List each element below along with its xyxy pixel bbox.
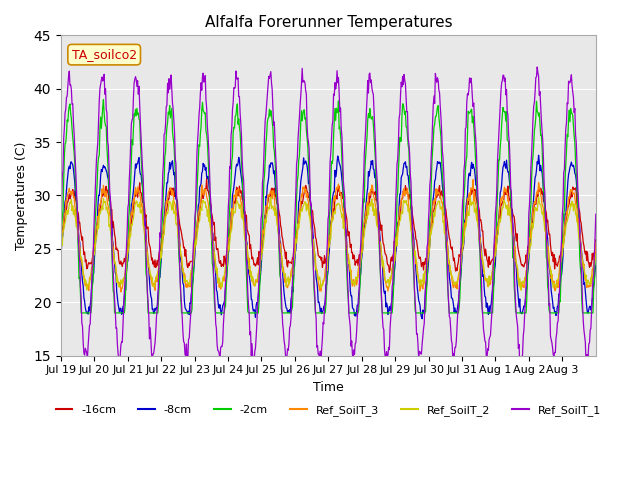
Ref_SoilT_1 bbox=[383, 353, 391, 359]
Ref_SoilT_3 bbox=[592, 240, 600, 245]
-16cm bbox=[592, 237, 600, 243]
-2cm bbox=[100, 97, 108, 103]
Line: Ref_SoilT_2: Ref_SoilT_2 bbox=[61, 196, 596, 290]
-8cm bbox=[413, 285, 421, 290]
Ref_SoilT_1 bbox=[413, 331, 421, 336]
Ref_SoilT_3 bbox=[384, 288, 392, 294]
-8cm bbox=[244, 269, 252, 275]
Ref_SoilT_2 bbox=[383, 279, 391, 285]
-16cm bbox=[384, 262, 392, 268]
Ref_SoilT_1 bbox=[244, 302, 252, 308]
Ref_SoilT_3 bbox=[469, 177, 477, 182]
Ref_SoilT_3 bbox=[266, 193, 273, 199]
-8cm bbox=[535, 152, 543, 158]
-16cm bbox=[385, 269, 393, 275]
-16cm bbox=[245, 232, 253, 238]
Ref_SoilT_2 bbox=[592, 252, 600, 257]
Ref_SoilT_2 bbox=[244, 259, 252, 265]
-2cm bbox=[57, 239, 65, 245]
Line: -8cm: -8cm bbox=[61, 155, 596, 319]
-16cm bbox=[120, 260, 127, 266]
Ref_SoilT_1 bbox=[120, 307, 127, 313]
Ref_SoilT_3 bbox=[219, 277, 227, 283]
Title: Alfalfa Forerunner Temperatures: Alfalfa Forerunner Temperatures bbox=[205, 15, 452, 30]
-16cm bbox=[203, 176, 211, 181]
Ref_SoilT_1 bbox=[533, 64, 541, 70]
Ref_SoilT_2 bbox=[57, 250, 65, 256]
Legend: -16cm, -8cm, -2cm, Ref_SoilT_3, Ref_SoilT_2, Ref_SoilT_1: -16cm, -8cm, -2cm, Ref_SoilT_3, Ref_Soil… bbox=[51, 401, 605, 420]
-2cm bbox=[77, 310, 85, 316]
-8cm bbox=[120, 303, 127, 309]
Ref_SoilT_1 bbox=[592, 211, 600, 217]
Ref_SoilT_2 bbox=[218, 284, 226, 289]
Ref_SoilT_2 bbox=[265, 204, 273, 210]
Line: -2cm: -2cm bbox=[61, 100, 596, 313]
Line: Ref_SoilT_3: Ref_SoilT_3 bbox=[61, 180, 596, 292]
-2cm bbox=[121, 303, 129, 309]
Ref_SoilT_1 bbox=[516, 363, 524, 369]
Ref_SoilT_1 bbox=[57, 217, 65, 223]
Ref_SoilT_2 bbox=[120, 276, 127, 282]
Line: -16cm: -16cm bbox=[61, 179, 596, 272]
X-axis label: Time: Time bbox=[313, 381, 344, 394]
-8cm bbox=[419, 316, 426, 322]
Ref_SoilT_2 bbox=[535, 193, 543, 199]
Ref_SoilT_3 bbox=[117, 289, 125, 295]
-2cm bbox=[415, 310, 422, 316]
-8cm bbox=[265, 174, 273, 180]
-2cm bbox=[246, 310, 253, 316]
-8cm bbox=[57, 259, 65, 265]
-2cm bbox=[220, 310, 227, 316]
Line: Ref_SoilT_1: Ref_SoilT_1 bbox=[61, 67, 596, 366]
Ref_SoilT_3 bbox=[245, 255, 253, 261]
-16cm bbox=[219, 262, 227, 267]
Ref_SoilT_1 bbox=[265, 73, 273, 79]
Ref_SoilT_3 bbox=[120, 276, 128, 281]
-2cm bbox=[385, 310, 392, 316]
Ref_SoilT_1 bbox=[218, 344, 226, 349]
-2cm bbox=[592, 240, 600, 246]
-2cm bbox=[266, 113, 274, 119]
Text: TA_soilco2: TA_soilco2 bbox=[72, 48, 137, 61]
Ref_SoilT_2 bbox=[413, 272, 421, 278]
Ref_SoilT_3 bbox=[57, 239, 65, 244]
-16cm bbox=[266, 192, 273, 197]
-16cm bbox=[57, 241, 65, 247]
Y-axis label: Temperatures (C): Temperatures (C) bbox=[15, 141, 28, 250]
-8cm bbox=[383, 303, 391, 309]
-8cm bbox=[218, 308, 226, 313]
Ref_SoilT_2 bbox=[517, 288, 525, 293]
-8cm bbox=[592, 263, 600, 268]
Ref_SoilT_3 bbox=[414, 273, 422, 278]
-16cm bbox=[415, 253, 422, 259]
